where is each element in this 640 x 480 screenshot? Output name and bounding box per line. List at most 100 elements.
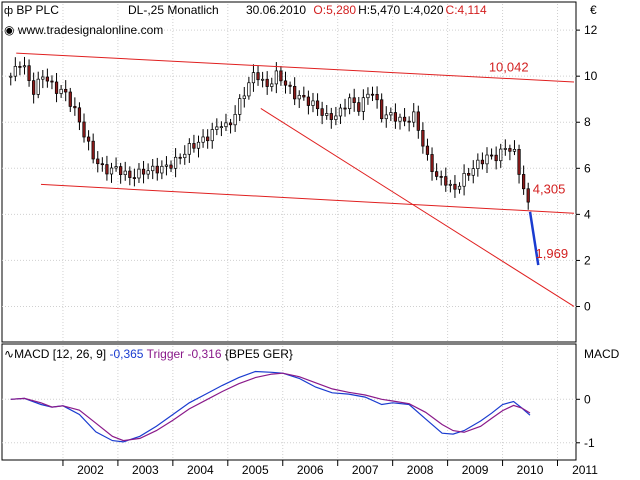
- candle-down: [343, 107, 347, 110]
- trigger-line: [10, 372, 531, 442]
- macd-tick-label: 0: [584, 392, 591, 406]
- candle-up: [13, 66, 17, 77]
- candle-down: [119, 166, 123, 175]
- year-label: 2011: [572, 463, 598, 477]
- candle-down: [141, 168, 146, 175]
- candle-down: [45, 76, 49, 82]
- candle-down: [480, 159, 485, 165]
- candle-down: [425, 145, 430, 155]
- annotations: 10,042 4,305 1,969: [489, 60, 568, 262]
- price-tick-label: 0: [584, 299, 591, 313]
- candle-up: [201, 136, 205, 143]
- candle-down: [370, 93, 375, 96]
- level-label: 4,305: [533, 182, 566, 197]
- candle-down: [435, 171, 439, 177]
- candle-up: [160, 165, 164, 174]
- candle-down: [86, 136, 91, 142]
- candle-down: [132, 177, 136, 179]
- candle-up: [251, 72, 256, 84]
- candle-up: [233, 114, 237, 126]
- trendline: [260, 108, 575, 307]
- candle-up: [270, 83, 274, 87]
- candle-up: [215, 126, 219, 130]
- candle-down: [18, 66, 22, 68]
- candle-up: [109, 167, 114, 175]
- ohlc-readout: 30.06.2010 O:5,280 H:5,470 L:4,020 C:4,114: [246, 3, 487, 17]
- candle-down: [77, 107, 82, 123]
- candle-down: [100, 163, 104, 166]
- trendlines: [16, 52, 575, 307]
- candle-down: [293, 86, 297, 100]
- trigger-value: Trigger -0,316: [146, 347, 222, 361]
- candle-up: [338, 107, 343, 117]
- trendline: [40, 183, 575, 214]
- macd-axis-text: MACD: [584, 347, 620, 361]
- candle-down: [256, 72, 260, 81]
- candle-down: [178, 156, 182, 159]
- candle-down: [288, 84, 292, 87]
- year-label: 2003: [132, 463, 159, 477]
- candle-down: [407, 120, 411, 123]
- candle-up: [196, 141, 201, 149]
- exchange-text: {BPE5 GER}: [224, 347, 293, 361]
- price-tick-label: 4: [584, 207, 591, 221]
- descriptor: DL-,25 Monatlich: [128, 3, 219, 17]
- candle-up: [224, 122, 228, 128]
- year-label: 2009: [462, 463, 489, 477]
- year-label: 2008: [407, 463, 434, 477]
- candle-up: [366, 93, 370, 99]
- year-label: 2002: [77, 463, 104, 477]
- candle-down: [467, 173, 471, 176]
- candle-down: [453, 183, 457, 190]
- candle-down: [128, 170, 132, 178]
- currency-label: €: [590, 3, 597, 17]
- candle-down: [32, 80, 36, 95]
- candle-down: [375, 93, 379, 101]
- candle-down: [91, 140, 95, 160]
- year-label: 2010: [517, 463, 544, 477]
- price-tick-label: 8: [584, 115, 591, 129]
- macd-value: -0,365: [109, 347, 144, 361]
- candle-up: [137, 168, 141, 179]
- candle-down: [421, 130, 425, 147]
- candle-up: [348, 97, 352, 110]
- candle-down: [54, 81, 59, 94]
- candle-up: [22, 65, 27, 68]
- axes: 0 2 4 6 8 10 12 0 -1 2002 2003 2004 2005 2006 2007 2008…: [62, 23, 598, 477]
- candle-up: [457, 185, 462, 190]
- candle-up: [297, 94, 301, 100]
- year-label: 2004: [187, 463, 214, 477]
- projection-line: [528, 211, 540, 266]
- candle-up: [173, 156, 178, 169]
- level-label: 1,969: [536, 246, 569, 261]
- candle-up: [183, 153, 187, 159]
- candle-down: [315, 100, 320, 110]
- candle-up: [325, 113, 329, 116]
- candle-down: [430, 154, 434, 172]
- candlestick-series: [9, 56, 530, 210]
- candle-down: [522, 174, 526, 190]
- candle-up: [59, 88, 63, 94]
- candle-up: [164, 164, 169, 167]
- close-value: C:4,114: [445, 3, 487, 17]
- candle-down: [228, 122, 233, 126]
- macd-tick-label: -1: [584, 436, 595, 450]
- candle-up: [274, 70, 278, 85]
- candle-down: [82, 121, 86, 138]
- price-tick-label: 2: [584, 253, 591, 267]
- candle-up: [238, 98, 242, 115]
- macd-grid: [2, 346, 576, 460]
- candle-up: [187, 143, 191, 155]
- price-tick-label: 12: [584, 23, 598, 37]
- candle-up: [123, 170, 127, 175]
- candle-up: [242, 95, 246, 99]
- price-grid: [2, 4, 576, 342]
- candle-down: [73, 106, 77, 109]
- candle-up: [384, 114, 388, 120]
- candle-down: [283, 80, 288, 86]
- macd-title: MACD [12, 26, 9]: [14, 347, 107, 361]
- candle-up: [512, 148, 517, 152]
- candle-down: [380, 99, 384, 120]
